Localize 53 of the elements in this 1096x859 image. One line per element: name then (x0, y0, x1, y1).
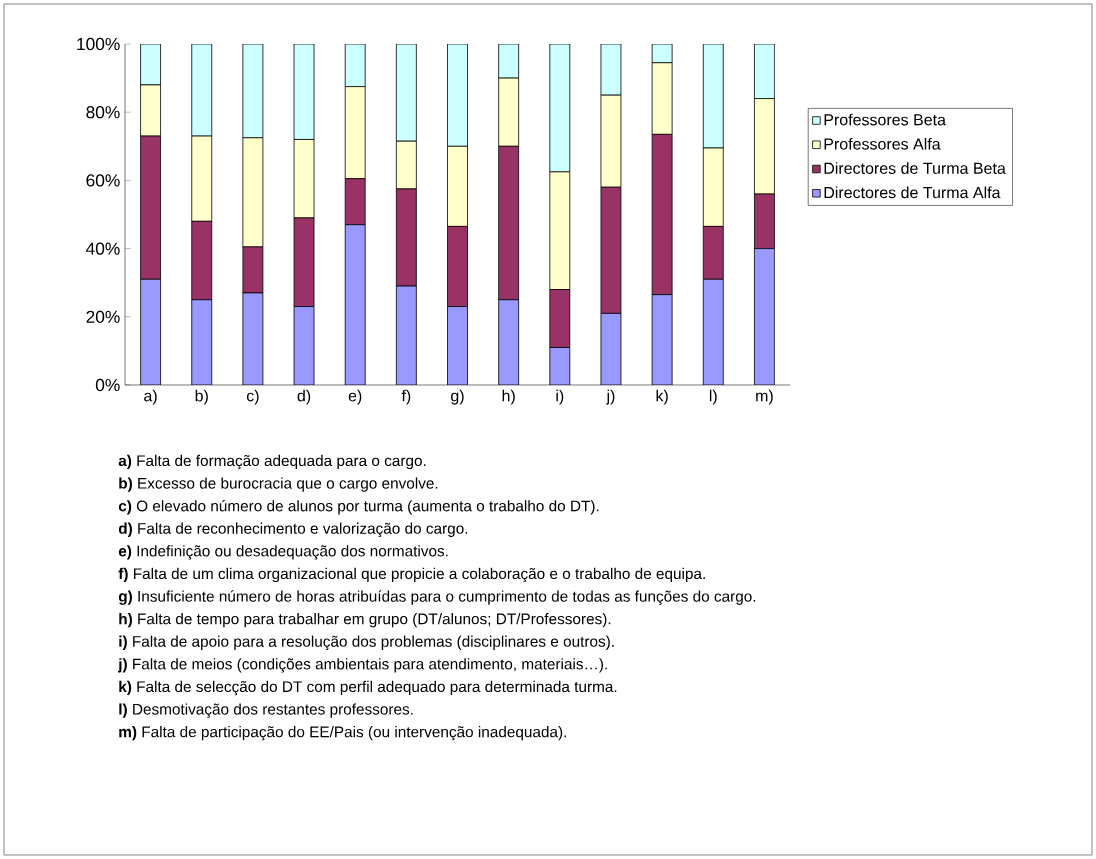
x-tick-label: d) (297, 389, 311, 405)
legend-label: Professores Beta (824, 113, 946, 126)
bar (140, 44, 161, 86)
x-tick-label: k) (656, 389, 668, 405)
text: l) Desmotivação dos restantes professores. (119, 703, 413, 718)
x-tick-label: g) (451, 389, 464, 405)
text: g) Insuficiente número de horas atribuídas para o cumprimento de todas as funções do cargo. (118, 590, 756, 605)
bar (754, 248, 775, 385)
x-tick-label: i) (556, 389, 564, 405)
bar (395, 44, 417, 142)
legend-label: Directores de Turma Beta (824, 162, 1006, 174)
y-tick-label: 20% (86, 310, 120, 323)
text: d) Falta de reconhecimento e valorização do cargo. (118, 522, 468, 537)
bar (140, 278, 161, 385)
y-tick-label: 0% (95, 378, 120, 392)
x-tick-label: m) (756, 389, 773, 405)
y-tick-label: 100% (77, 37, 120, 51)
bar (702, 44, 724, 149)
text: e) Indefinição ou desadequação dos normativos. (118, 545, 448, 560)
bar (549, 44, 571, 173)
x-tick-label: l) (709, 389, 717, 405)
bar (702, 278, 724, 385)
x-tick-label: c) (246, 389, 259, 405)
x-tick-label: j) (606, 389, 615, 405)
text: f) Falta de um clima organizacional que propicie a colaboração e o trabalho de equipa. (118, 567, 705, 583)
x-tick-label: b) (195, 389, 208, 405)
bar (549, 347, 571, 385)
x-tick-label: e) (348, 389, 362, 405)
y-tick-label: 60% (86, 174, 120, 187)
legend-label: Directores de Turma Alfa (824, 186, 1001, 199)
text: b) Excesso de burocracia que o cargo envolve. (119, 477, 438, 492)
text: c) O elevado número de alunos por turma (aumenta o trabalho do DT). (118, 499, 599, 515)
text: i) Falta de apoio para a resolução dos problemas (disciplinares e outros). (119, 635, 614, 650)
bar (191, 44, 213, 137)
y-tick-label: 80% (86, 106, 120, 119)
x-tick-label: f) (401, 389, 411, 405)
x-tick-label: h) (502, 389, 515, 405)
y-tick-label: 40% (86, 242, 120, 255)
bar (344, 224, 366, 385)
text: k) Falta de selecção do DT com perfil adequado para determinada turma. (119, 680, 617, 696)
bar (754, 44, 775, 99)
text: a) Falta de formação adequada para o cargo. (118, 454, 426, 470)
x-tick-label: a) (144, 389, 157, 405)
bar (447, 306, 468, 385)
text: m) Falta de participação do EE/Pais (ou intervenção inadequada). (119, 726, 566, 741)
text: h) Falta de tempo para trabalhar em grupo (DT/alunos; DT/Professores). (119, 613, 611, 628)
bar (498, 299, 520, 385)
bar (395, 285, 417, 385)
bar (447, 44, 468, 147)
legend-label: Professores Alfa (824, 137, 941, 150)
text: j) Falta de meios (condições ambientais para atendimento, materiais…). (118, 658, 607, 673)
bar (344, 44, 366, 88)
bar (191, 299, 213, 385)
